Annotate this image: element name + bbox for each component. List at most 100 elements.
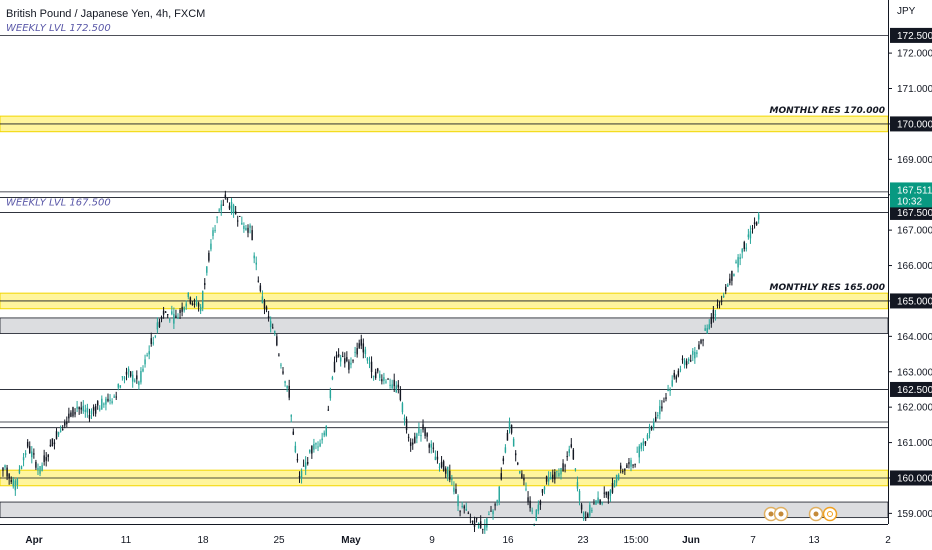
candle-body	[94, 406, 97, 414]
candle-body	[737, 257, 739, 268]
candle-body	[444, 468, 447, 474]
candle-body	[399, 389, 402, 400]
candle-body	[685, 361, 688, 366]
candle-body	[568, 449, 570, 453]
candle-body	[741, 249, 743, 253]
candle-body	[694, 351, 696, 359]
candle-body	[247, 227, 249, 233]
candle-body	[175, 315, 177, 318]
candle-body	[24, 453, 27, 455]
level-band	[0, 501, 889, 519]
price-tag	[890, 204, 932, 220]
candle-body	[255, 262, 257, 265]
candle-body	[12, 479, 14, 487]
time-axis: Apr 11 18 25 May 9 16 23 15:00 Jun 7 13 2	[25, 535, 891, 546]
candle-body	[99, 408, 101, 410]
time-tick-label: 23	[577, 535, 589, 546]
candle-body	[488, 514, 490, 516]
candle-body	[572, 449, 575, 460]
candle-body	[201, 291, 204, 309]
candle-body	[88, 414, 91, 419]
candle-body	[753, 222, 756, 224]
event-icons[interactable]	[763, 506, 838, 522]
candle-body	[368, 362, 371, 364]
candle-body	[638, 446, 640, 458]
candle-body	[280, 364, 282, 366]
candle-body	[552, 474, 554, 479]
candle-body	[154, 335, 157, 337]
candle-body	[669, 389, 671, 391]
candle-body	[337, 354, 340, 357]
candle-body	[482, 528, 484, 530]
candle-body	[113, 396, 115, 398]
candle-body	[304, 462, 307, 469]
candle-body	[570, 444, 573, 448]
candle-body	[739, 257, 741, 259]
candle-body	[8, 474, 10, 479]
candle-body	[183, 307, 185, 311]
candle-body	[45, 457, 47, 461]
candle-body	[125, 371, 128, 375]
candle-body	[263, 300, 266, 309]
candle-body	[690, 360, 692, 362]
candle-body	[745, 247, 748, 249]
candle-body	[210, 243, 212, 250]
candle-body	[379, 374, 381, 378]
candle-body	[123, 377, 126, 379]
candle-body	[455, 488, 457, 494]
candle-body	[484, 524, 486, 531]
candle-body	[364, 349, 367, 355]
price-tick-label: 161.000	[897, 438, 932, 449]
candle-body	[671, 380, 673, 386]
candle-body	[51, 438, 54, 447]
candle-body	[607, 491, 610, 499]
candle-body	[397, 384, 400, 388]
time-tick-label: 18	[197, 535, 209, 546]
candle-body	[315, 443, 317, 445]
candle-body	[105, 398, 107, 405]
event-icon-dot	[813, 511, 819, 517]
candle-body	[232, 205, 235, 214]
candle-body	[467, 512, 470, 514]
candle-body	[387, 378, 389, 380]
candle-body	[743, 242, 745, 249]
candle-body	[393, 379, 395, 387]
candle-body	[749, 231, 752, 239]
candle-body	[729, 278, 731, 284]
candle-body	[665, 397, 667, 400]
candle-body	[6, 467, 8, 477]
candle-body	[502, 458, 505, 462]
candle-body	[514, 453, 517, 456]
candle-body	[173, 313, 175, 324]
candle-body	[115, 396, 117, 398]
candle-body	[640, 442, 643, 449]
candle-body	[284, 381, 286, 383]
candle-body	[383, 377, 385, 381]
price-tag-label: 170.000	[897, 119, 932, 130]
level-annotation: MONTHLY RES 165.000	[770, 283, 885, 293]
candle-body	[354, 351, 356, 353]
candle-body	[613, 480, 616, 488]
candle-body	[720, 300, 723, 302]
candle-body	[405, 419, 408, 431]
candle-body	[152, 342, 155, 344]
candle-body	[216, 216, 218, 218]
candle-body	[144, 359, 146, 365]
candle-body	[706, 328, 708, 334]
candle-body	[20, 466, 23, 470]
candle-body	[549, 476, 552, 480]
candle-body	[440, 462, 443, 468]
candle-body	[39, 466, 41, 474]
candle-body	[346, 357, 348, 362]
candle-body	[72, 407, 74, 417]
candle-body	[335, 355, 338, 359]
candle-body	[521, 473, 523, 478]
time-tick-label: Jun	[682, 535, 700, 546]
candle-body	[461, 505, 463, 507]
candle-body	[61, 429, 64, 431]
candle-body	[615, 474, 618, 483]
candle-body	[412, 442, 414, 445]
price-tick-label: 164.000	[897, 332, 932, 343]
candle-body	[679, 369, 682, 371]
candle-body	[236, 220, 239, 222]
